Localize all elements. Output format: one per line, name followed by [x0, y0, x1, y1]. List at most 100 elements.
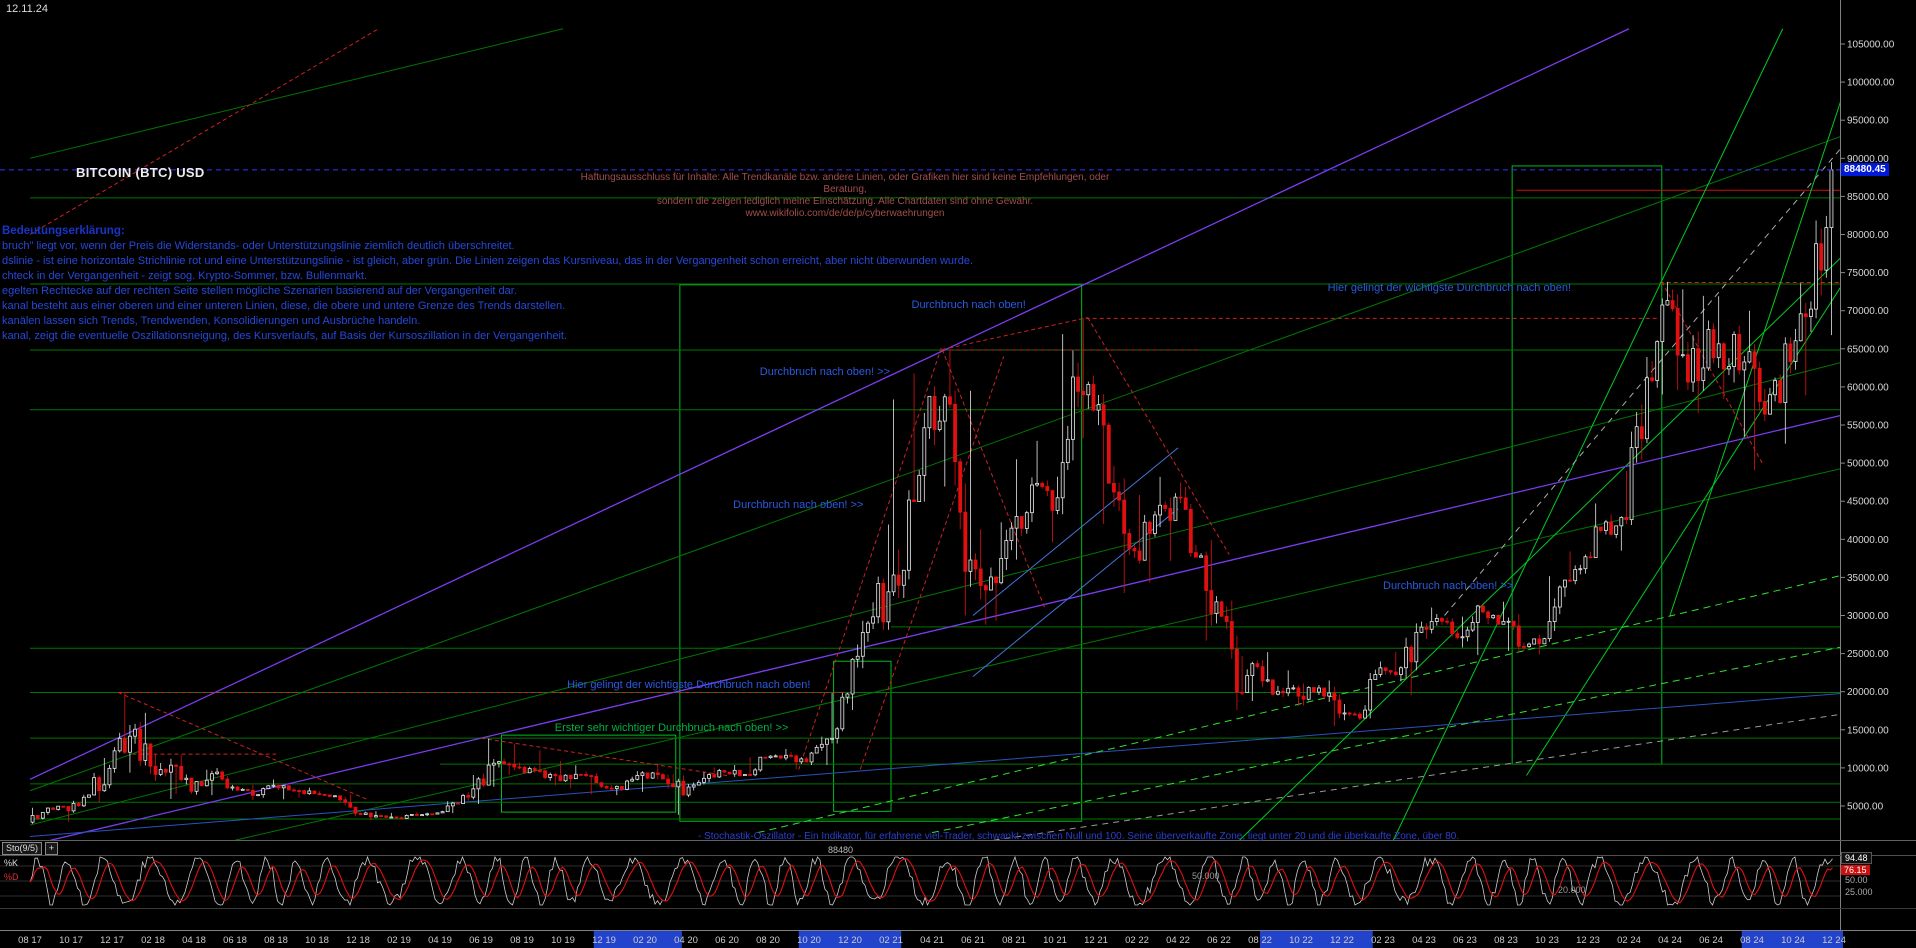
stochastic-d-label: %D — [4, 872, 19, 882]
price-tick-label: 105000.00 — [1847, 40, 1895, 51]
last-price-badge: 88480.45 — [1841, 163, 1889, 176]
chart-annotation: Erster sehr wichtiger Durchbruch nach ob… — [554, 722, 789, 735]
chart-annotation: Durchbruch nach oben! — [911, 298, 1026, 311]
oscillator-grid-label-20: 20.000 — [1558, 885, 1586, 895]
time-axis-label: 08 17 — [18, 935, 42, 946]
oscillator-header: Sto(9/5) + — [2, 842, 59, 855]
disclaimer-text: Haftungsausschluss für Inhalte: Alle Tre… — [565, 172, 1125, 220]
time-axis-label: 12 18 — [346, 935, 370, 946]
oscillator-grid-label-50: 50.000 — [1192, 871, 1220, 881]
time-axis-label: 06 24 — [1699, 935, 1723, 946]
price-tick-label: 5000.00 — [1847, 802, 1884, 813]
time-axis-label: 02 18 — [141, 935, 165, 946]
time-axis-label: 02 22 — [1125, 935, 1149, 946]
stochastic-k-value-badge: 94.48 — [1841, 852, 1872, 864]
time-axis-label: 04 21 — [920, 935, 944, 946]
stochastic-k-label: %K — [4, 858, 19, 868]
stochastic-k-line — [29, 856, 1833, 907]
price-tick-label: 20000.00 — [1847, 687, 1889, 698]
support-resistance-lines — [30, 189, 1840, 820]
time-axis-label: 08 22 — [1248, 935, 1272, 946]
time-axis-label: 10 22 — [1289, 935, 1313, 946]
chart-annotation: Durchbruch nach oben! >> — [759, 365, 891, 378]
price-tick-label: 75000.00 — [1847, 268, 1889, 279]
price-tick-label: 55000.00 — [1847, 421, 1889, 432]
price-tick-label: 100000.00 — [1847, 78, 1895, 89]
time-axis-highlight — [593, 931, 682, 948]
oscillator-axis-50: 50.00 — [1845, 875, 1868, 885]
time-axis-label: 12 21 — [1084, 935, 1108, 946]
time-axis-label: 02 23 — [1371, 935, 1395, 946]
expand-indicator-button[interactable]: + — [45, 842, 59, 855]
time-axis-label: 12 17 — [100, 935, 124, 946]
time-axis-label: 08 19 — [510, 935, 534, 946]
price-tick-label: 95000.00 — [1847, 116, 1889, 127]
price-tick-label: 35000.00 — [1847, 573, 1889, 584]
indicator-label[interactable]: Sto(9/5) — [2, 842, 43, 855]
price-tick-label: 10000.00 — [1847, 763, 1889, 774]
price-tick-label: 90000.00 — [1847, 154, 1889, 165]
time-axis-label: 10 24 — [1781, 935, 1805, 946]
chart-annotation: Hier gelingt der wichtigste Durchbruch n… — [1327, 281, 1571, 294]
oscillator-plot-area[interactable] — [0, 856, 1840, 907]
time-axis-label: 06 18 — [223, 935, 247, 946]
time-axis-label: 06 23 — [1453, 935, 1477, 946]
time-axis-highlight — [1741, 931, 1843, 948]
time-axis-label: 08 18 — [264, 935, 288, 946]
disclaimer-line-2: sondern die zeigen lediglich meine Einsc… — [656, 196, 1034, 219]
price-tick-label: 60000.00 — [1847, 382, 1889, 393]
legend-line: kanal besteht aus einer oberen und einer… — [2, 300, 566, 312]
oscillator-note: - Stochastik-Oszillator - Ein Indikator,… — [698, 831, 1460, 842]
legend-block: Bedeutungserklärung: bruch" liegt vor, w… — [2, 224, 973, 344]
price-tick-label: 15000.00 — [1847, 725, 1889, 736]
time-axis-label: 06 21 — [961, 935, 985, 946]
price-tick-label: 40000.00 — [1847, 535, 1889, 546]
time-axis-label: 12 19 — [592, 935, 616, 946]
time-axis-highlight — [798, 931, 902, 948]
time-axis-label: 10 18 — [305, 935, 329, 946]
chart-annotation: Durchbruch nach oben! >> — [733, 499, 864, 511]
time-axis-label: 04 23 — [1412, 935, 1436, 946]
crosshair-price-readout: 88480 — [828, 845, 854, 855]
chart-annotation: Durchbruch nach oben! >> — [1383, 579, 1514, 592]
time-axis-label: 08 24 — [1740, 935, 1764, 946]
time-axis-label: 04 20 — [674, 935, 698, 946]
legend-line: egelten Rechtecke auf der rechten Seite … — [2, 285, 517, 297]
time-axis-label: 08 20 — [756, 935, 780, 946]
time-axis-label: 08 23 — [1494, 935, 1518, 946]
stochastic-d-line — [29, 858, 1833, 904]
price-tick-label: 65000.00 — [1847, 344, 1889, 355]
trend-lines — [29, 28, 1840, 841]
time-axis-label: 06 19 — [469, 935, 493, 946]
legend-line: bruch" liegt vor, wenn der Preis die Wid… — [2, 240, 515, 252]
time-axis-label: 06 22 — [1207, 935, 1231, 946]
price-tick-label: 50000.00 — [1847, 459, 1889, 470]
time-axis-label: 04 24 — [1658, 935, 1682, 946]
time-axis-label: 02 20 — [633, 935, 657, 946]
time-axis-highlight — [1260, 931, 1373, 948]
time-axis-label: 04 19 — [428, 935, 452, 946]
price-tick-label: 85000.00 — [1847, 192, 1889, 203]
time-axis-label: 12 20 — [838, 935, 862, 946]
time-axis-label: 04 22 — [1166, 935, 1190, 946]
chart-date: 12.11.24 — [6, 3, 49, 15]
legend-heading: Bedeutungserklärung: — [2, 225, 125, 237]
stochastic-d-value-badge: 76.15 — [1841, 865, 1870, 875]
time-axis-label: 10 23 — [1535, 935, 1559, 946]
disclaimer-line-1: Haftungsausschluss für Inhalte: Alle Tre… — [580, 172, 1110, 195]
price-tick-label: 45000.00 — [1847, 497, 1889, 508]
legend-line: kanälen lassen sich Trends, Trendwenden,… — [2, 315, 421, 327]
chart-annotation: Hier gelingt der wichtigste Durchbruch n… — [567, 678, 811, 691]
time-axis-label: 02 19 — [387, 935, 411, 946]
time-axis-label: 08 21 — [1002, 935, 1026, 946]
candlestick-series — [30, 162, 1834, 824]
price-tick-label: 25000.00 — [1847, 649, 1889, 660]
main-plot-area[interactable] — [0, 28, 1865, 841]
price-tick-label: 70000.00 — [1847, 306, 1889, 317]
time-axis-label: 10 21 — [1043, 935, 1067, 946]
legend-line: kanal, zeigt die eventuelle Oszillations… — [2, 330, 567, 342]
time-axis-label: 02 21 — [879, 935, 903, 946]
time-axis-label: 02 24 — [1617, 935, 1641, 946]
